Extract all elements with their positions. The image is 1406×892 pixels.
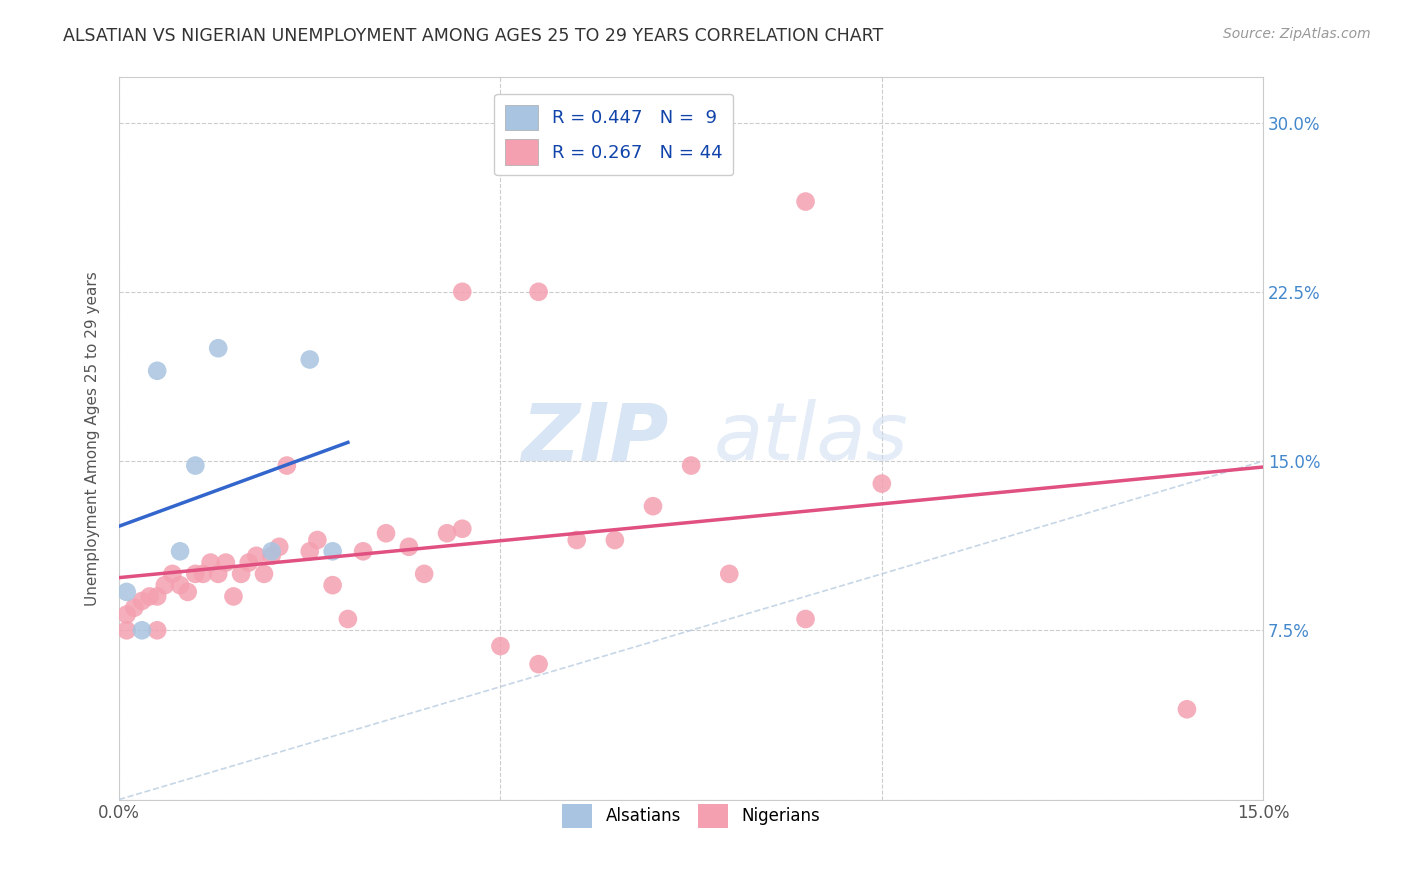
Point xyxy=(1175,702,1198,716)
Point xyxy=(641,499,664,513)
Point xyxy=(222,590,245,604)
Point xyxy=(375,526,398,541)
Point xyxy=(169,544,191,558)
Point xyxy=(146,364,169,378)
Point xyxy=(245,549,267,563)
Point xyxy=(276,458,298,473)
Point xyxy=(298,544,321,558)
Point xyxy=(238,556,260,570)
Text: ALSATIAN VS NIGERIAN UNEMPLOYMENT AMONG AGES 25 TO 29 YEARS CORRELATION CHART: ALSATIAN VS NIGERIAN UNEMPLOYMENT AMONG … xyxy=(63,27,883,45)
Point xyxy=(153,578,176,592)
Point xyxy=(260,549,283,563)
Point xyxy=(718,566,741,581)
Point xyxy=(207,341,229,355)
Point xyxy=(681,458,703,473)
Point xyxy=(489,639,512,653)
Point xyxy=(794,194,817,209)
Point xyxy=(322,544,344,558)
Point xyxy=(322,578,344,592)
Point xyxy=(138,590,160,604)
Point xyxy=(115,607,138,622)
Point xyxy=(253,566,276,581)
Point xyxy=(215,556,238,570)
Point xyxy=(200,556,222,570)
Point xyxy=(307,533,329,547)
Point xyxy=(115,624,138,638)
Point xyxy=(184,458,207,473)
Y-axis label: Unemployment Among Ages 25 to 29 years: Unemployment Among Ages 25 to 29 years xyxy=(86,271,100,606)
Point xyxy=(870,476,893,491)
Point xyxy=(229,566,252,581)
Point xyxy=(146,624,169,638)
Point xyxy=(603,533,626,547)
Point xyxy=(527,285,550,299)
Point xyxy=(131,594,153,608)
Legend: Alsatians, Nigerians: Alsatians, Nigerians xyxy=(555,797,827,835)
Point xyxy=(191,566,214,581)
Point xyxy=(413,566,436,581)
Point xyxy=(451,285,474,299)
Point xyxy=(146,590,169,604)
Point xyxy=(207,566,229,581)
Point xyxy=(398,540,420,554)
Point xyxy=(260,544,283,558)
Point xyxy=(352,544,374,558)
Point xyxy=(451,522,474,536)
Point xyxy=(527,657,550,672)
Point xyxy=(794,612,817,626)
Point xyxy=(115,585,138,599)
Point xyxy=(565,533,588,547)
Point xyxy=(162,566,184,581)
Point xyxy=(336,612,359,626)
Point xyxy=(436,526,458,541)
Point xyxy=(184,566,207,581)
Point xyxy=(131,624,153,638)
Text: atlas: atlas xyxy=(714,400,908,477)
Point xyxy=(169,578,191,592)
Point xyxy=(176,585,198,599)
Text: Source: ZipAtlas.com: Source: ZipAtlas.com xyxy=(1223,27,1371,41)
Text: ZIP: ZIP xyxy=(520,400,668,477)
Point xyxy=(269,540,291,554)
Point xyxy=(124,600,146,615)
Point xyxy=(298,352,321,367)
